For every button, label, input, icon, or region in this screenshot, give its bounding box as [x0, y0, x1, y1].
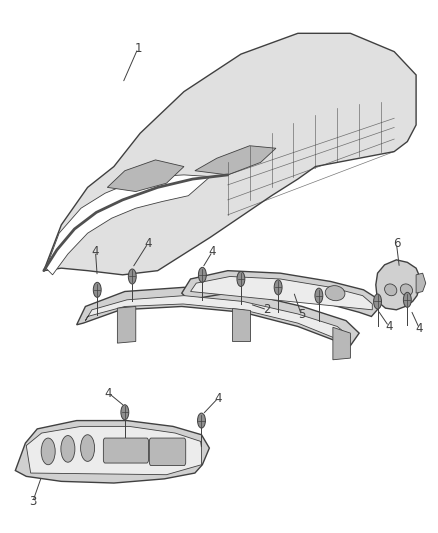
Text: 4: 4 — [144, 237, 152, 249]
Text: 5: 5 — [298, 308, 305, 321]
FancyBboxPatch shape — [103, 438, 148, 463]
Polygon shape — [85, 296, 350, 343]
Text: 4: 4 — [105, 386, 113, 400]
Circle shape — [237, 271, 245, 287]
Ellipse shape — [325, 286, 345, 301]
Polygon shape — [376, 260, 420, 310]
Text: 1: 1 — [134, 42, 142, 55]
Circle shape — [274, 280, 282, 295]
Circle shape — [403, 292, 411, 308]
Text: 3: 3 — [29, 495, 36, 508]
Circle shape — [374, 294, 381, 309]
Polygon shape — [46, 175, 210, 275]
Text: 4: 4 — [208, 245, 216, 258]
Circle shape — [121, 405, 129, 420]
Circle shape — [93, 282, 101, 297]
FancyBboxPatch shape — [149, 438, 186, 465]
Polygon shape — [26, 426, 201, 475]
Text: 4: 4 — [385, 320, 393, 333]
Circle shape — [41, 438, 55, 465]
Polygon shape — [182, 271, 380, 317]
Circle shape — [198, 268, 206, 282]
Text: 6: 6 — [392, 237, 400, 249]
Circle shape — [315, 288, 323, 303]
Text: 4: 4 — [214, 392, 222, 405]
Circle shape — [128, 269, 136, 284]
Polygon shape — [195, 146, 276, 175]
Polygon shape — [333, 327, 350, 360]
Text: 4: 4 — [416, 322, 424, 335]
Text: 4: 4 — [92, 245, 99, 258]
Polygon shape — [44, 33, 416, 275]
Polygon shape — [232, 308, 250, 342]
Polygon shape — [77, 287, 359, 345]
Text: 2: 2 — [263, 303, 271, 316]
Ellipse shape — [385, 284, 397, 296]
Polygon shape — [15, 421, 209, 483]
Circle shape — [81, 435, 95, 462]
Ellipse shape — [400, 284, 413, 296]
Circle shape — [61, 435, 75, 462]
Polygon shape — [191, 277, 372, 310]
Polygon shape — [117, 306, 136, 343]
Polygon shape — [416, 273, 426, 293]
Circle shape — [198, 413, 205, 428]
Polygon shape — [107, 160, 184, 191]
